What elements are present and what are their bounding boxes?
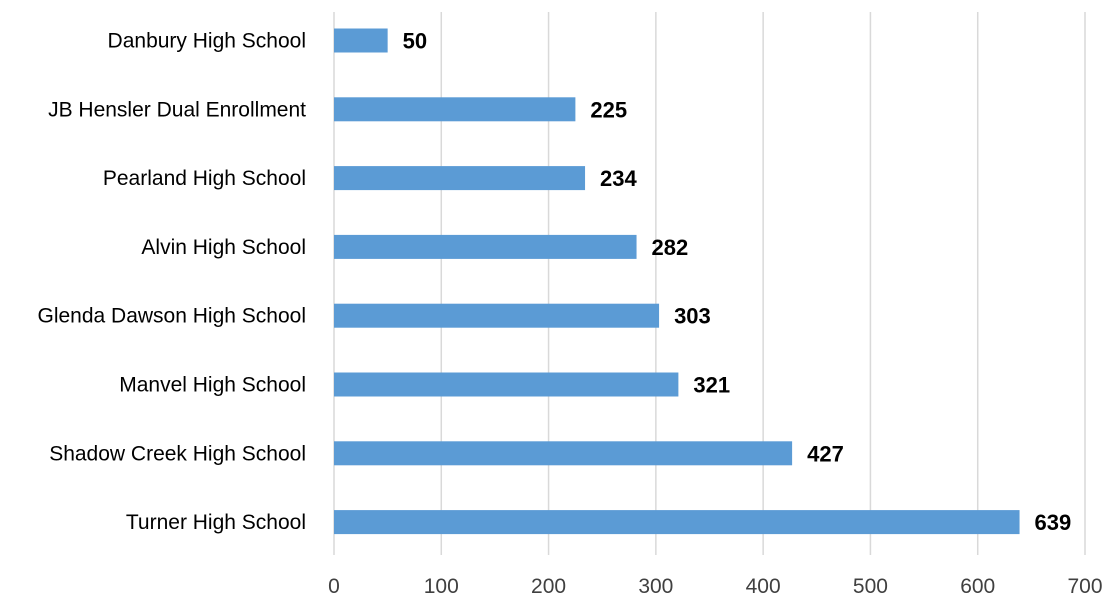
data-label: 321 — [693, 373, 730, 398]
x-tick-label: 600 — [960, 575, 995, 598]
x-tick-label: 100 — [424, 575, 459, 598]
x-tick-label: 500 — [853, 575, 888, 598]
gridlines — [333, 12, 1086, 555]
category-label: Danbury High School — [108, 30, 306, 53]
bars — [334, 28, 1020, 535]
data-label: 50 — [403, 29, 427, 54]
data-label: 282 — [652, 235, 689, 260]
x-tick-label: 700 — [1067, 575, 1102, 598]
bar — [334, 510, 1020, 535]
data-label: 639 — [1035, 510, 1072, 535]
x-axis-tick-labels: 0 100 200 300 400 500 600 700 — [328, 575, 1102, 598]
category-label: Pearland High School — [103, 167, 306, 190]
category-label: Manvel High School — [119, 374, 306, 397]
data-label: 234 — [600, 166, 637, 191]
category-label: Alvin High School — [141, 236, 306, 259]
data-label: 225 — [590, 97, 627, 122]
bar — [334, 166, 586, 191]
x-tick-label: 200 — [531, 575, 566, 598]
bar — [334, 372, 679, 397]
x-tick-label: 300 — [638, 575, 673, 598]
category-labels: Danbury High School JB Hensler Dual Enrol… — [38, 30, 307, 535]
bar — [334, 441, 793, 466]
data-label: 427 — [807, 441, 844, 466]
category-label: JB Hensler Dual Enrollment — [48, 98, 306, 121]
bar — [334, 97, 576, 122]
category-label: Glenda Dawson High School — [38, 305, 307, 328]
category-label: Turner High School — [126, 511, 306, 534]
x-tick-label: 0 — [328, 575, 340, 598]
bar — [334, 303, 660, 328]
data-label: 303 — [674, 304, 711, 329]
category-label: Shadow Creek High School — [49, 442, 306, 465]
bar — [334, 234, 637, 259]
x-tick-label: 400 — [746, 575, 781, 598]
bar — [334, 28, 388, 53]
data-labels: 50 225 234 282 303 321 427 639 — [403, 29, 1072, 536]
